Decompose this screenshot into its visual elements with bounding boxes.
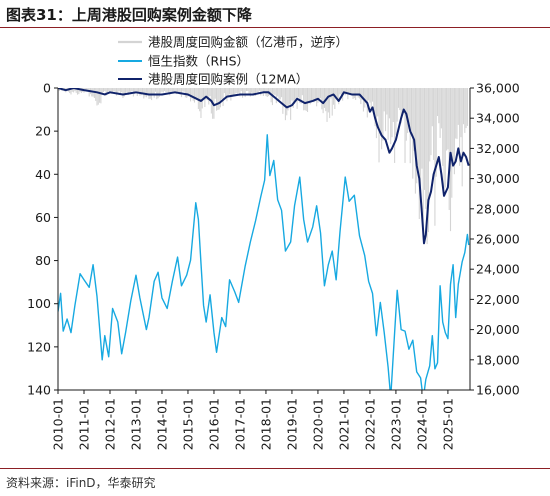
x-tick-label: 2016-01 (206, 398, 221, 450)
right-tick-label: 22,000 (476, 292, 520, 307)
left-tick-label: 140 (27, 383, 51, 398)
right-tick-label: 28,000 (476, 201, 520, 216)
left-tick-label: 40 (35, 167, 51, 182)
x-tick-label: 2014-01 (154, 398, 169, 450)
x-tick-label: 2019-01 (284, 398, 299, 450)
right-tick-label: 34,000 (476, 111, 520, 126)
x-tick-label: 2020-01 (310, 398, 325, 450)
buyback-case-ma-line (58, 88, 470, 245)
x-tick-label: 2018-01 (258, 398, 273, 450)
figure-label: 图表31： (6, 6, 72, 24)
source-rule (0, 468, 550, 469)
right-tick-label: 24,000 (476, 262, 520, 277)
title-bar: 图表31：上周港股回购案例金额下降 (0, 0, 550, 28)
chart-area: 0 20 40 60 80 100 120 140 16,000 18,000 20,000 22,0… (27, 35, 520, 451)
x-tick-label: 2010-01 (51, 398, 66, 450)
right-tick-label: 20,000 (476, 322, 520, 337)
legend-label: 恒生指数（RHS） (148, 54, 249, 69)
x-tick-label: 2012-01 (102, 398, 117, 450)
hsi-series (58, 134, 470, 390)
right-tick-label: 32,000 (476, 141, 520, 156)
left-tick-label: 80 (35, 253, 51, 268)
right-tick-label: 26,000 (476, 232, 520, 247)
title-rule (0, 27, 550, 28)
left-tick-label: 120 (27, 339, 51, 354)
legend-label: 港股周度回购案例（12MA） (148, 72, 308, 87)
left-tick-label: 100 (27, 296, 51, 311)
left-tick-label: 60 (35, 210, 51, 225)
chart-title: 图表31：上周港股回购案例金额下降 (6, 4, 252, 25)
legend-label: 港股周度回购金额（亿港币，逆序） (148, 35, 348, 50)
right-tick-label: 16,000 (476, 383, 520, 398)
x-tick-label: 2011-01 (76, 398, 91, 450)
source-note: 资料来源：iFinD，华泰研究 (6, 476, 156, 490)
legend: 港股周度回购金额（亿港币，逆序） 恒生指数（RHS） 港股周度回购案例（12MA） (118, 35, 348, 87)
left-tick-label: 20 (35, 124, 51, 139)
buyback-amount-series (58, 88, 468, 245)
x-tick-label: 2023-01 (388, 398, 403, 450)
x-tick-label: 2025-01 (440, 398, 455, 450)
x-tick-label: 2015-01 (180, 398, 195, 450)
x-tick-label: 2022-01 (362, 398, 377, 450)
right-tick-label: 30,000 (476, 171, 520, 186)
x-tick-label: 2024-01 (414, 398, 429, 450)
figure-title: 上周港股回购案例金额下降 (71, 6, 252, 24)
x-tick-label: 2021-01 (336, 398, 351, 450)
right-tick-label: 18,000 (476, 352, 520, 367)
axes: 0 20 40 60 80 100 120 140 16,000 18,000 20,000 22,0… (27, 81, 520, 451)
hsi-line (58, 134, 470, 390)
x-tick-label: 2017-01 (232, 398, 247, 450)
buyback-case-ma-series (58, 88, 470, 245)
right-tick-label: 36,000 (476, 81, 520, 96)
left-tick-label: 0 (43, 81, 51, 96)
x-tick-label: 2013-01 (128, 398, 143, 450)
